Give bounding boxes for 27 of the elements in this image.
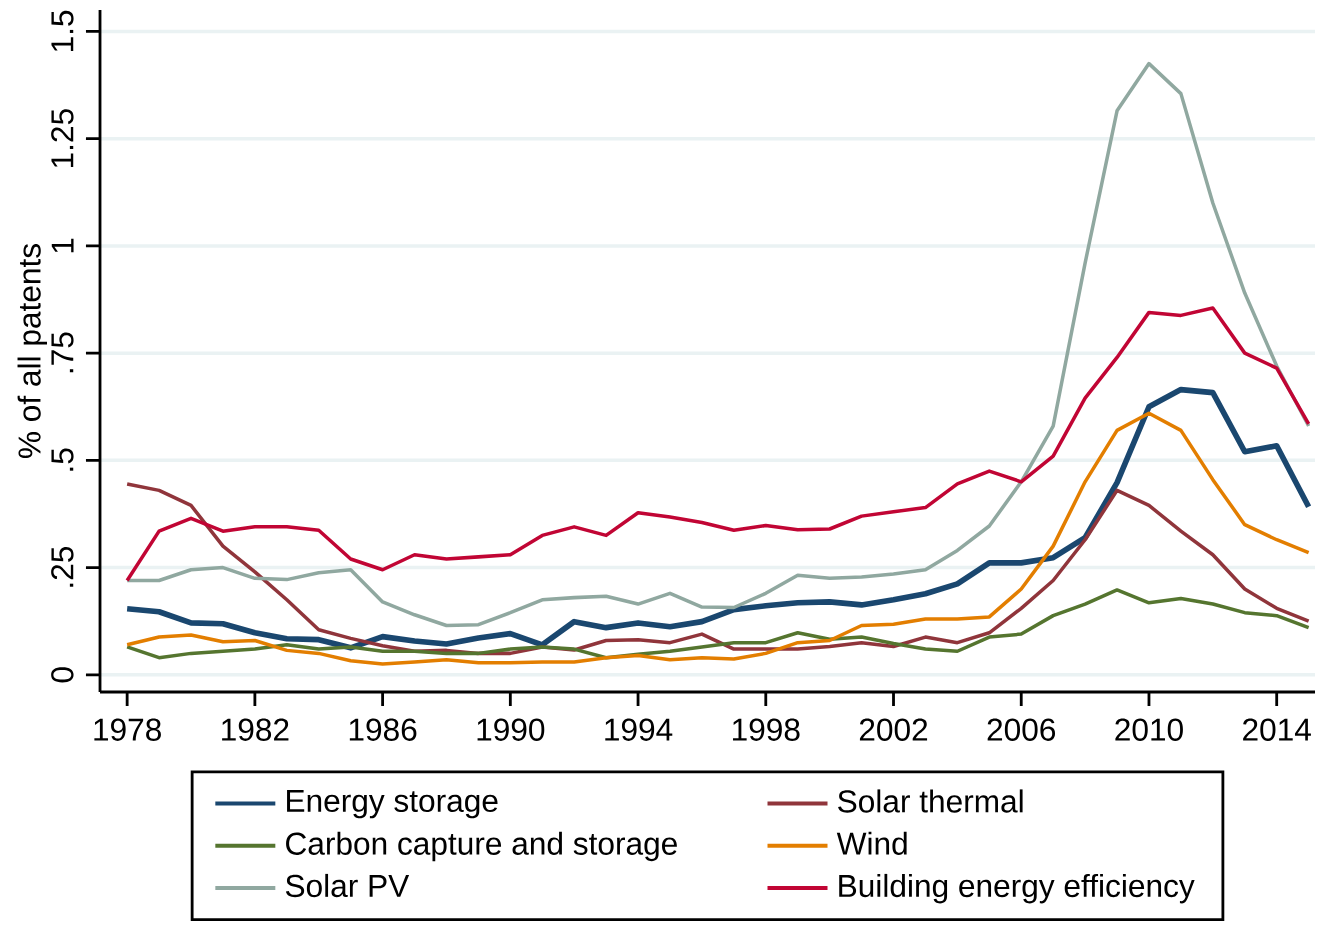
x-tick-label: 1978 [94, 718, 161, 741]
x-tick-label: 1982 [222, 718, 289, 741]
x-tick-label: 2010 [1115, 718, 1183, 741]
x-tick-label: 2014 [1243, 718, 1311, 741]
x-tick-label: 1994 [605, 718, 673, 741]
y-axis-title: % of all patents [17, 244, 47, 459]
line-series [125, 588, 1311, 660]
legend-label: Carbon capture and storage [286, 831, 677, 862]
legend-label: Wind [836, 831, 907, 855]
x-tick-label: 1990 [477, 718, 545, 741]
line-series [125, 61, 1311, 628]
x-tick-label: 2006 [987, 718, 1056, 741]
legend-label: Building energy efficiency [839, 873, 1195, 904]
x-tick-label: 1998 [733, 718, 800, 741]
y-tick-label: .75 [51, 332, 74, 373]
legend-label: Solar PV [285, 873, 410, 898]
y-tick-label: 1 [51, 238, 74, 253]
line-series [125, 306, 1311, 583]
legend-label: Solar thermal [838, 789, 1023, 813]
x-tick-label: 1986 [349, 718, 417, 741]
y-tick-label: 1.25 [51, 109, 74, 168]
x-tick-label: 2002 [859, 718, 928, 741]
legend-label: Energy storage [287, 789, 498, 819]
y-tick-label: 1.5 [51, 10, 74, 51]
y-tick-label: .25 [51, 546, 74, 587]
y-tick-label: .5 [51, 448, 74, 471]
y-tick-label: 0 [51, 667, 74, 683]
